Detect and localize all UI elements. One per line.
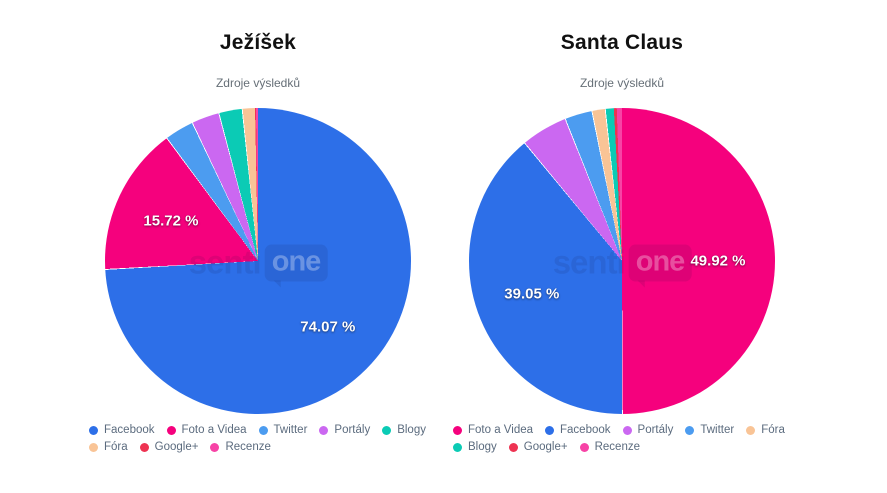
legend-dot: [545, 425, 555, 435]
legend-label: Blogy: [397, 424, 426, 436]
pie-area: sentione 49.92 %39.05 %: [469, 108, 775, 414]
chart-santa-claus: Santa Claus Zdroje výsledků sentione 49.…: [453, 0, 785, 493]
legend-dot: [579, 442, 589, 452]
legend-dot: [453, 442, 462, 452]
chart-title: Santa Claus: [560, 31, 684, 55]
legend-item-port-ly[interactable]: Portály: [319, 424, 370, 436]
legend-item-google-[interactable]: Google+: [139, 441, 199, 453]
legend-label: Recenze: [594, 441, 640, 453]
legend-item-facebook[interactable]: Facebook: [545, 424, 611, 436]
legend-item-recenze[interactable]: Recenze: [210, 441, 271, 453]
legend-label: Portály: [637, 424, 674, 436]
legend-item-blogy[interactable]: Blogy: [382, 424, 426, 436]
legend-label: Fóra: [104, 441, 128, 453]
legend-dot: [746, 425, 756, 435]
legend-dot: [89, 425, 98, 435]
legend-dot: [382, 425, 392, 435]
legend-item-google-[interactable]: Google+: [508, 441, 568, 453]
legend-dot: [139, 442, 149, 452]
legend-label: Twitter: [273, 424, 308, 436]
legend-label: Foto a Videa: [468, 424, 534, 436]
legend-item-twitter[interactable]: Twitter: [685, 424, 734, 436]
legend-label: Twitter: [700, 424, 735, 436]
legend-item-facebook[interactable]: Facebook: [89, 424, 155, 436]
legend-item-foto-a-videa[interactable]: Foto a Videa: [166, 424, 247, 436]
legend-label: Fóra: [761, 424, 785, 436]
legend-dot: [258, 425, 268, 435]
legend-label: Facebook: [104, 424, 155, 436]
chart-subtitle: Zdroje výsledků: [579, 76, 665, 90]
legend-dot: [89, 442, 98, 452]
legend-item-recenze[interactable]: Recenze: [579, 441, 640, 453]
legend-label: Blogy: [468, 441, 497, 453]
legend-item-port-ly[interactable]: Portály: [622, 424, 674, 436]
pie-area: sentione 74.07 %15.72 %: [105, 108, 411, 414]
legend-label: Google+: [523, 441, 568, 453]
chart-subtitle: Zdroje výsledků: [215, 76, 301, 90]
legend-label: Google+: [154, 441, 199, 453]
legend-dot: [622, 425, 632, 435]
legend-dot: [166, 425, 176, 435]
legend-dot: [508, 442, 518, 452]
legend-item-blogy[interactable]: Blogy: [453, 441, 497, 453]
legend-label: Facebook: [560, 424, 611, 436]
pie-chart[interactable]: [105, 108, 411, 414]
legend-item-f-ra[interactable]: Fóra: [746, 424, 785, 436]
legend: Foto a Videa Facebook Portály Twitter Fóra Bl…: [453, 424, 825, 453]
legend-dot: [453, 425, 462, 435]
legend-label: Foto a Videa: [181, 424, 247, 436]
legend-item-foto-a-videa[interactable]: Foto a Videa: [453, 424, 533, 436]
legend: Facebook Foto a Videa Twitter Portály Blogy F…: [89, 424, 461, 453]
legend-dot: [210, 442, 220, 452]
chart-title: Ježíšek: [219, 31, 297, 55]
legend-item-f-ra[interactable]: Fóra: [89, 441, 128, 453]
legend-label: Portály: [334, 424, 371, 436]
chart-jezisek: Ježíšek Zdroje výsledků sentione 74.07 %…: [89, 0, 426, 493]
legend-item-twitter[interactable]: Twitter: [258, 424, 308, 436]
legend-label: Recenze: [225, 441, 271, 453]
legend-dot: [685, 425, 695, 435]
pie-chart[interactable]: [469, 108, 775, 414]
legend-dot: [319, 425, 329, 435]
